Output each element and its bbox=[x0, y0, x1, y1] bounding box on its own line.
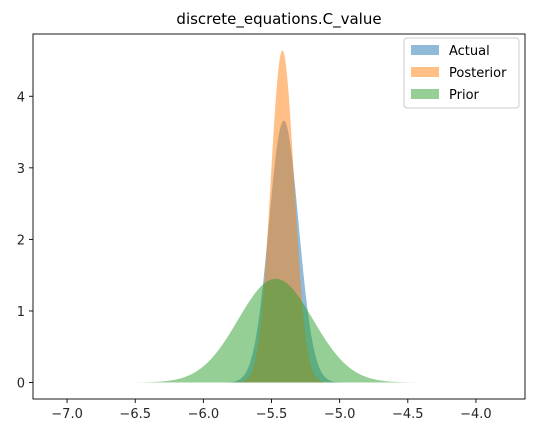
axes-frame bbox=[32, 33, 526, 400]
legend: Actual Posterior Prior bbox=[403, 37, 520, 109]
chart-title: discrete_equations.C_value bbox=[176, 10, 381, 29]
legend-label-prior: Prior bbox=[449, 88, 480, 103]
x-tick-label: −5.5 bbox=[256, 407, 288, 422]
x-tick-label: −4.0 bbox=[460, 407, 492, 422]
legend-swatch-prior bbox=[411, 89, 439, 99]
y-axis: 0 1 2 3 4 bbox=[17, 90, 33, 392]
series-layer bbox=[118, 50, 434, 383]
legend-label-actual: Actual bbox=[449, 44, 490, 59]
y-tick-label: 0 bbox=[17, 377, 25, 392]
legend-swatch-posterior bbox=[411, 67, 439, 77]
x-axis: −7.0 −6.5 −6.0 −5.5 −5.0 −4.5 −4.0 bbox=[51, 399, 492, 422]
legend-label-posterior: Posterior bbox=[449, 66, 507, 81]
series-area-prior bbox=[118, 278, 434, 383]
x-tick-label: −5.0 bbox=[324, 407, 356, 422]
y-tick-label: 2 bbox=[17, 233, 25, 248]
x-tick-label: −6.0 bbox=[188, 407, 220, 422]
y-tick-label: 4 bbox=[17, 90, 25, 105]
x-tick-label: −4.5 bbox=[392, 407, 424, 422]
y-tick-label: 3 bbox=[17, 162, 25, 177]
x-tick-label: −7.0 bbox=[51, 407, 83, 422]
series-area-posterior bbox=[233, 50, 332, 383]
legend-swatch-actual bbox=[411, 45, 439, 55]
y-tick-label: 1 bbox=[17, 305, 25, 320]
legend-entries: Actual Posterior Prior bbox=[411, 44, 507, 103]
x-tick-label: −6.5 bbox=[119, 407, 151, 422]
